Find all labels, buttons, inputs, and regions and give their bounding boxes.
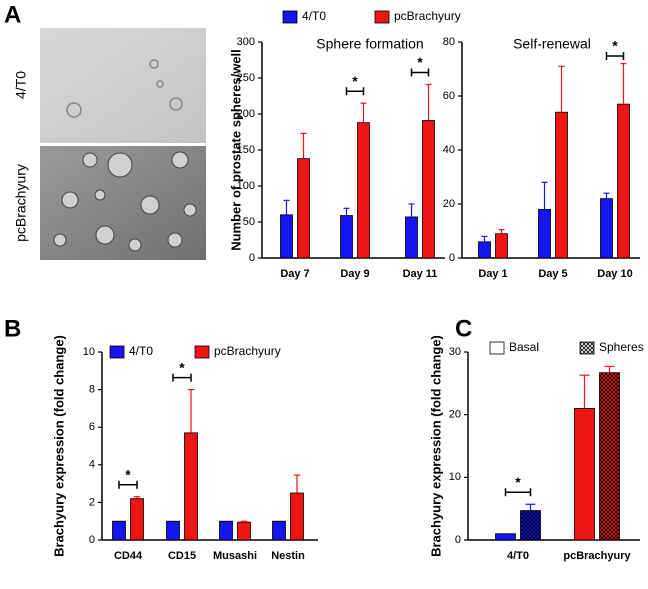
image-label: 4/T0: [13, 71, 29, 99]
significance-label: *: [417, 54, 423, 70]
y-tick-label: 8: [89, 384, 95, 396]
significance-bracket: [118, 480, 138, 489]
y-tick-label: 4: [89, 459, 95, 471]
y-tick-label: 0: [89, 534, 95, 546]
bar: [219, 520, 233, 541]
bar-hatch: [520, 510, 541, 540]
micrograph-4t0: [40, 28, 206, 143]
y-tick-label: 150: [237, 144, 255, 156]
legend-label: Basal: [509, 340, 539, 354]
x-tick-label: Day 7: [280, 268, 309, 280]
legend-swatch: [374, 10, 390, 24]
panel-label: A: [4, 1, 21, 28]
bar: [555, 111, 568, 259]
bar: [272, 520, 286, 541]
bar: [538, 208, 551, 259]
y-tick-label: 10: [449, 471, 461, 483]
bar: [478, 241, 491, 259]
bar: [297, 158, 310, 259]
y-tick-label: 300: [237, 36, 255, 48]
x-tick-label: pcBrachyury: [563, 550, 631, 562]
bar: [237, 521, 251, 541]
significance-bracket: [410, 68, 430, 77]
bar-hatch: [599, 372, 620, 540]
y-tick-label: 20: [443, 198, 455, 210]
y-tick-label: 10: [83, 346, 95, 358]
y-tick-label: 80: [443, 36, 455, 48]
y-tick-label: 40: [443, 144, 455, 156]
y-tick-label: 0: [249, 252, 255, 264]
chart-title: Self-renewal: [513, 36, 591, 52]
significance-label: *: [179, 359, 185, 375]
x-tick-label: 4/T0: [507, 550, 529, 562]
significance-label: *: [125, 466, 131, 482]
significance-bracket: [504, 488, 532, 497]
significance-bracket: [345, 87, 365, 96]
significance-label: *: [352, 73, 358, 89]
y-tick-label: 200: [237, 108, 255, 120]
x-tick-label: Day 9: [340, 268, 369, 280]
bar: [357, 122, 370, 259]
image-label: pcBrachyury: [13, 164, 29, 242]
bar: [422, 120, 435, 259]
bar: [495, 533, 516, 541]
legend-label: 4/T0: [129, 344, 153, 358]
y-tick-label: 6: [89, 421, 95, 433]
panel-label: C: [455, 315, 472, 342]
y-tick-label: 250: [237, 72, 255, 84]
y-tick-label: 30: [449, 346, 461, 358]
bar: [574, 407, 595, 541]
y-tick-label: 20: [449, 409, 461, 421]
bar: [112, 520, 126, 541]
chart-title: Sphere formation: [316, 36, 423, 52]
significance-bracket: [605, 52, 625, 60]
y-tick-label: 2: [89, 496, 95, 508]
x-tick-label: Day 5: [538, 268, 567, 280]
significance-label: *: [612, 38, 618, 54]
y-tick-label: 100: [237, 180, 255, 192]
legend-label: pcBrachyury: [394, 9, 461, 23]
bar: [184, 432, 198, 541]
y-tick-label: 0: [449, 252, 455, 264]
x-tick-label: Nestin: [271, 550, 305, 562]
x-tick-label: CD44: [114, 550, 143, 562]
bar: [290, 492, 304, 541]
x-tick-label: Musashi: [213, 550, 257, 562]
panel-label: B: [4, 315, 21, 342]
y-axis-label: Number of prostate spheres/well: [228, 49, 243, 251]
legend-label: 4/T0: [302, 9, 326, 23]
legend-hatch: [580, 342, 594, 354]
bar: [600, 198, 613, 259]
sphere-shapes: [66, 59, 183, 118]
significance-label: *: [515, 474, 521, 490]
bar: [130, 498, 144, 541]
y-tick-label: 50: [243, 216, 255, 228]
bar: [166, 520, 180, 541]
bar: [405, 216, 418, 259]
bar: [340, 215, 353, 259]
legend-swatch: [194, 345, 210, 359]
bar: [280, 214, 293, 259]
x-tick-label: Day 10: [597, 268, 632, 280]
legend-swatch: [489, 341, 505, 355]
bar: [617, 103, 630, 259]
significance-bracket: [172, 373, 192, 382]
bar: [495, 233, 508, 259]
y-axis-label: Brachyury expression (fold change): [428, 335, 443, 557]
legend-label: pcBrachyury: [214, 344, 281, 358]
legend-swatch: [282, 10, 298, 24]
x-tick-label: Day 11: [403, 268, 438, 280]
y-tick-label: 0: [455, 534, 461, 546]
legend-swatch: [109, 345, 125, 359]
y-tick-label: 60: [443, 90, 455, 102]
x-tick-label: CD15: [168, 550, 196, 562]
y-axis-label: Brachyury expression (fold change): [51, 335, 66, 557]
legend-label: Spheres: [599, 340, 644, 354]
sphere-shapes: [53, 151, 197, 252]
x-tick-label: Day 1: [478, 268, 507, 280]
